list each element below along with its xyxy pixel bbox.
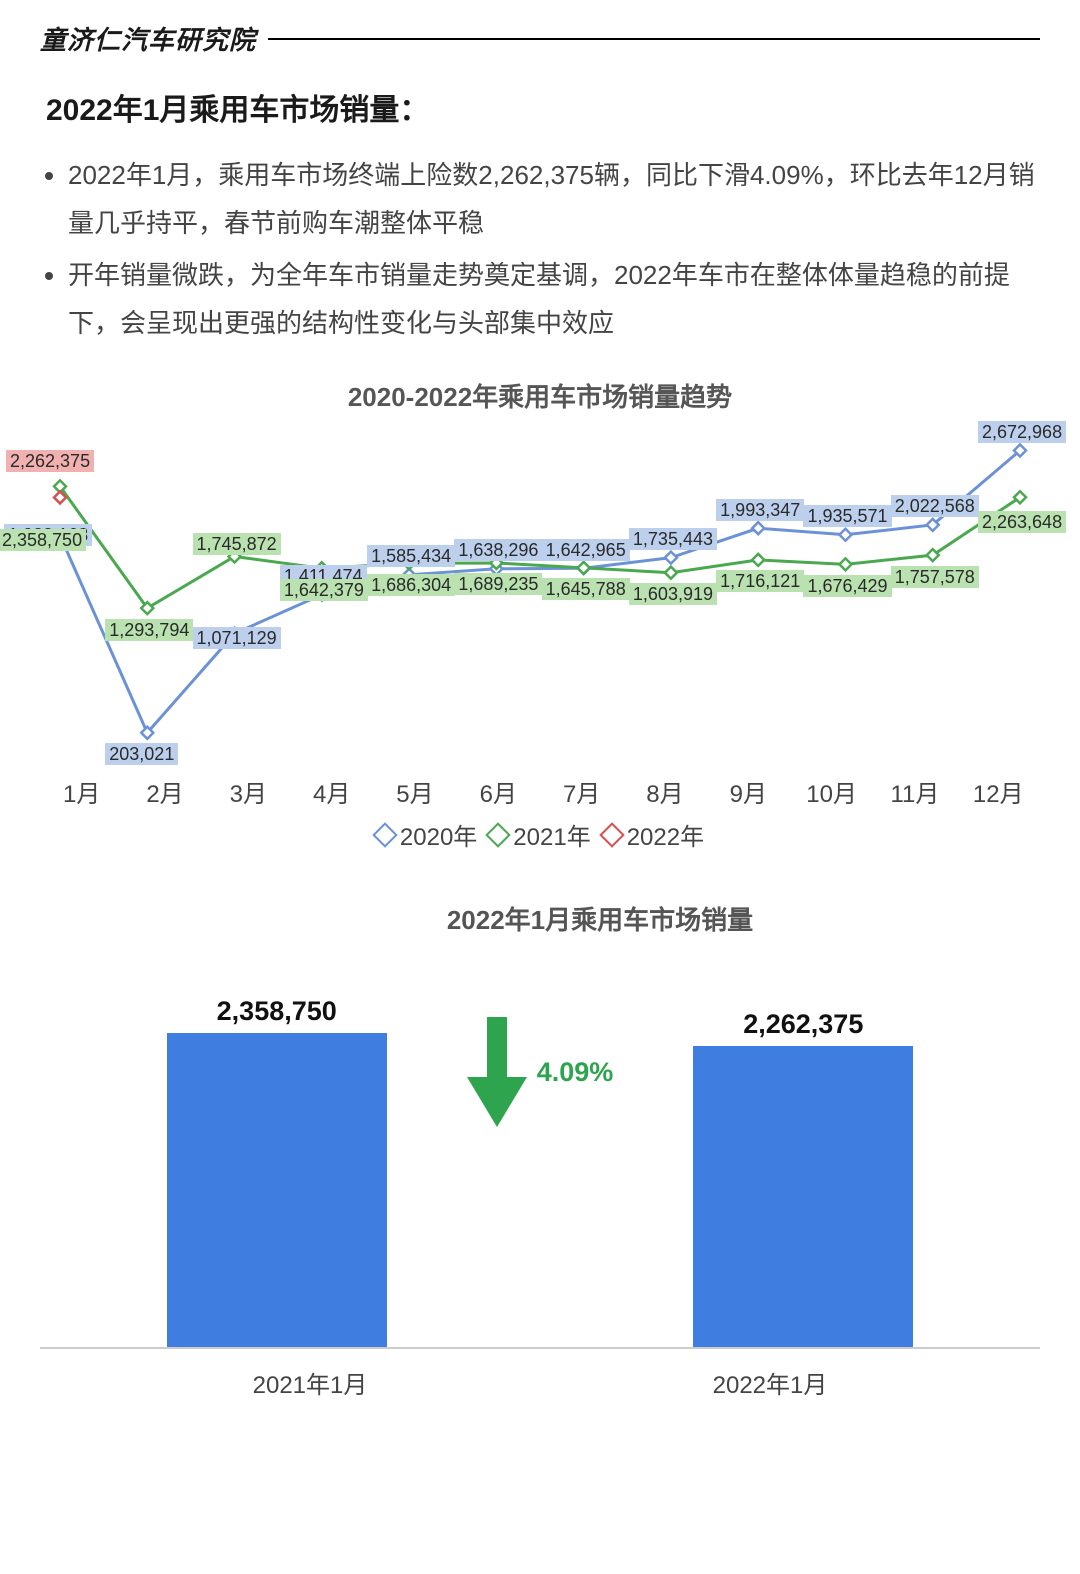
data-label: 2,672,968 [978,421,1066,443]
brand-divider [268,38,1040,40]
brand-name: 童济仁汽车研究院 [40,20,256,57]
page-title: 2022年1月乘用车市场销量： [46,85,1040,129]
x-axis-label: 3月 [207,774,290,809]
change-percent: 4.09% [537,1057,614,1088]
line-chart: 1,928,168203,0211,071,1291,411,4741,585,… [40,426,1040,766]
data-label: 1,071,129 [193,627,281,649]
bar-chart-x-axis: 2021年1月 2022年1月 [40,1365,1040,1400]
data-label: 1,676,429 [803,575,891,597]
data-label: 1,603,919 [629,583,717,605]
bullet-item: 2022年1月，乘用车市场终端上险数2,262,375辆，同比下滑4.09%，环… [68,151,1040,247]
x-axis-label: 10月 [790,774,873,809]
bullet-list: 2022年1月，乘用车市场终端上险数2,262,375辆，同比下滑4.09%，环… [40,151,1040,347]
legend-item: 2022年 [603,817,704,852]
bullet-item: 开年销量微跌，为全年车市销量走势奠定基调，2022年车市在整体体量趋稳的前提下，… [68,251,1040,347]
data-label: 1,735,443 [629,528,717,550]
down-arrow-icon [467,1017,527,1127]
data-label: 2,022,568 [891,495,979,517]
x-axis-label: 5月 [373,774,456,809]
line-chart-legend: 2020年 2021年 2022年 [40,817,1040,852]
bar-rect [693,1046,913,1348]
x-axis-label: 7月 [540,774,623,809]
data-label: 203,021 [105,743,178,765]
data-label: 1,638,296 [454,539,542,561]
data-label: 1,757,578 [891,566,979,588]
x-axis-label: 8月 [623,774,706,809]
bar-chart: 2,358,750 4.09% 2,262,375 [40,947,1040,1349]
data-label: 1,745,872 [193,533,281,555]
x-axis-label: 11月 [873,774,956,809]
bar-value-label: 2,262,375 [743,1009,863,1040]
bar-chart-section: 2022年1月乘用车市场销量 2,358,750 4.09% 2,262,375 2… [40,900,1040,1400]
legend-item: 2020年 [376,817,477,852]
data-label: 1,935,571 [803,505,891,527]
bar-column: 2,262,375 [693,947,913,1347]
x-axis-label: 1月 [40,774,123,809]
data-label: 1,686,304 [367,574,455,596]
data-label: 1,716,121 [716,570,804,592]
x-axis-label: 6月 [457,774,540,809]
bar-axis-label: 2021年1月 [200,1365,420,1400]
data-label: 1,689,235 [454,573,542,595]
data-label: 2,262,375 [6,450,94,472]
data-label: 1,645,788 [542,578,630,600]
line-chart-title: 2020-2022年乘用车市场销量趋势 [40,377,1040,414]
data-label: 2,358,750 [0,529,86,551]
bar-axis-label: 2022年1月 [660,1365,880,1400]
brand-header: 童济仁汽车研究院 [40,20,1040,57]
x-axis-label: 4月 [290,774,373,809]
bar-value-label: 2,358,750 [217,996,337,1027]
legend-item: 2021年 [489,817,590,852]
x-axis-label: 12月 [957,774,1040,809]
data-label: 1,585,434 [367,545,455,567]
data-label: 1,642,965 [542,539,630,561]
data-label: 1,642,379 [280,579,368,601]
x-axis-label: 2月 [123,774,206,809]
change-indicator: 4.09% [467,1017,614,1127]
data-label: 1,993,347 [716,499,804,521]
line-chart-x-axis: 1月2月3月4月5月6月7月8月9月10月11月12月 [40,774,1040,809]
data-label: 2,263,648 [978,511,1066,533]
bar-chart-title: 2022年1月乘用车市场销量 [160,900,1040,937]
x-axis-label: 9月 [707,774,790,809]
bar-column: 2,358,750 [167,947,387,1347]
data-label: 1,293,794 [105,619,193,641]
bar-rect [167,1033,387,1348]
